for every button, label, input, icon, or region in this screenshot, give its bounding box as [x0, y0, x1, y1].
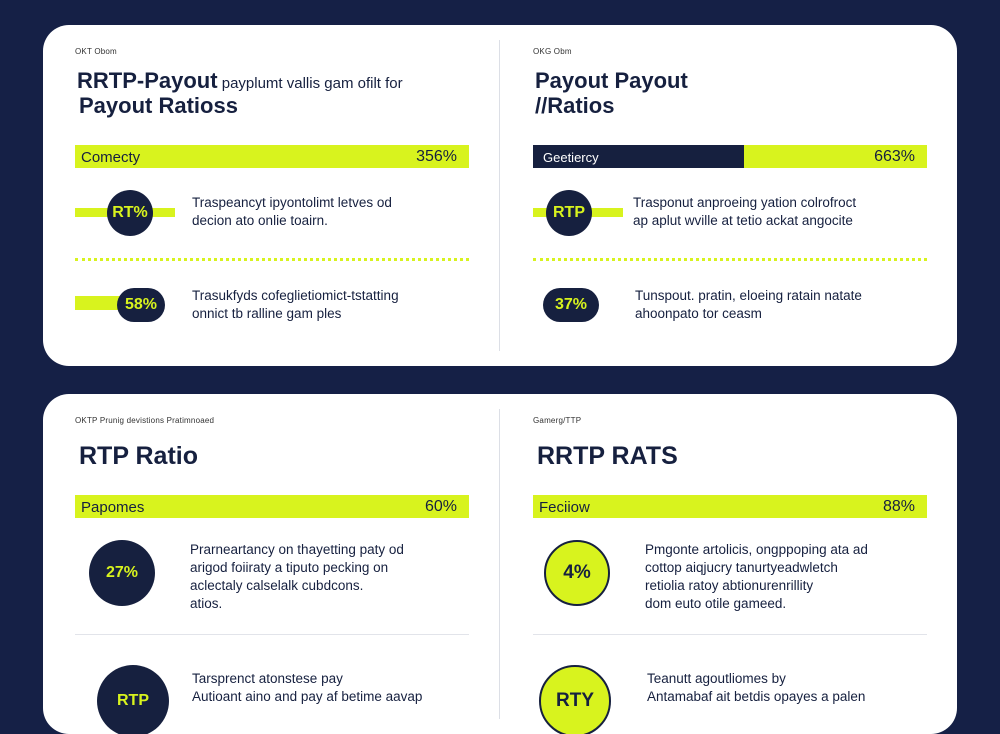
bottom-right-panel: Gamerg/TTP RRTP RATS Feciiow 88% 4% Pmgo…: [533, 394, 933, 734]
percent-badge: 37%: [543, 288, 599, 322]
desc-line: Trasukfyds cofeglietiomict-tstatting: [192, 288, 399, 303]
panel-title: RRTP RATS: [537, 442, 678, 471]
kicker: OKG Obm: [533, 47, 572, 56]
top-card: OKT Obom RRTP-Payout payplumt vallis gam…: [43, 25, 957, 366]
bar-label: Papomes: [81, 499, 145, 516]
row-separator: [533, 634, 927, 635]
desc-line: Tarsprenct atonstese pay: [192, 671, 343, 686]
desc-line: ahoonpato tor ceasm: [635, 306, 762, 321]
bottom-card: OKTP Prunig devistions Pratimnoaed RTP R…: [43, 394, 957, 734]
kicker: OKT Obom: [75, 47, 117, 56]
row-description: Teanutt agoutliomes by Antamabaf ait bet…: [647, 670, 865, 706]
row-description: Trasukfyds cofeglietiomict-tstatting onn…: [192, 287, 399, 323]
bar-percent: 88%: [882, 498, 915, 515]
info-row: 4% Pmgonte artolicis, ongppoping ata ad …: [533, 539, 933, 614]
title-text: RRTP RATS: [537, 442, 678, 470]
dotted-divider: [533, 258, 927, 261]
row-description: Tarsprenct atonstese pay Autioant aino a…: [192, 670, 422, 706]
desc-line: Prarneartancy on thayetting paty od: [190, 542, 404, 557]
desc-line: aclectaly calselalk cubdcons.: [190, 578, 364, 593]
info-row: RT% Traspeancyt ipyontolimt letves od de…: [75, 190, 475, 240]
dotted-divider: [75, 258, 469, 261]
title-bold: RRTP-Payout: [77, 68, 218, 93]
desc-line: Tunspout. pratin, eloeing ratain natate: [635, 288, 862, 303]
desc-line: Antamabaf ait betdis opayes a palen: [647, 689, 866, 704]
desc-line: retiolia ratoy abtionurenrillity: [645, 578, 814, 593]
desc-line: atios.: [190, 596, 223, 611]
title-line1-text: Payout Payout: [535, 68, 688, 93]
desc-line: Traspeancyt ipyontolimt letves od: [192, 195, 392, 210]
ratio-bar: Geetiercy 663%: [533, 145, 927, 168]
bar-label: Feciiow: [539, 499, 590, 516]
bar-fill: [533, 145, 744, 168]
info-row: RTP Tarsprenct atonstese pay Autioant ai…: [75, 664, 475, 734]
bottom-left-panel: OKTP Prunig devistions Pratimnoaed RTP R…: [75, 394, 475, 734]
desc-line: onnict tb ralline gam ples: [192, 306, 342, 321]
percent-badge: 27%: [89, 540, 155, 606]
title-line2-text: Payout Ratioss: [79, 93, 238, 118]
desc-line: Pmgonte artolicis, ongppoping ata ad: [645, 542, 868, 557]
desc-line: Autioant aino and pay af betime aavap: [192, 689, 423, 704]
top-left-panel: OKT Obom RRTP-Payout payplumt vallis gam…: [75, 25, 475, 366]
info-row: RTY Teanutt agoutliomes by Antamabaf ait…: [533, 664, 933, 734]
bar-percent: 60%: [424, 498, 457, 515]
percent-badge: 58%: [117, 288, 165, 322]
bar-label: Geetiercy: [543, 150, 599, 165]
title-small: payplumt vallis gam ofilt for: [217, 75, 403, 92]
top-right-panel: OKG Obm Payout Payout //Ratios Geetiercy…: [533, 25, 933, 366]
title-text: RTP Ratio: [79, 442, 198, 470]
row-description: Tunspout. pratin, eloeing ratain natate …: [635, 287, 862, 323]
ratio-bar: Comecty 356%: [75, 145, 469, 168]
panel-title: RTP Ratio: [79, 442, 198, 471]
ratio-bar: Feciiow 88%: [533, 495, 927, 518]
bar-percent: 356%: [416, 148, 457, 165]
card-divider: [499, 40, 500, 351]
percent-badge: 4%: [544, 540, 610, 606]
rtp-badge: RT%: [107, 190, 153, 236]
row-description: Traspeancyt ipyontolimt letves od decion…: [192, 194, 392, 230]
title-line2-text: //Ratios: [535, 93, 615, 118]
bar-label: Comecty: [81, 149, 141, 166]
info-row: 58% Trasukfyds cofeglietiomict-tstatting…: [75, 287, 475, 327]
info-row: 27% Prarneartancy on thayetting paty od …: [75, 539, 475, 614]
desc-line: decion ato onlie toairn.: [192, 213, 328, 228]
desc-line: Trasponut anproeing yation colrofroct: [633, 195, 857, 210]
panel-title-line2: //Ratios: [535, 93, 614, 119]
row-description: Pmgonte artolicis, ongppoping ata ad cot…: [645, 541, 868, 613]
panel-title-line2: Payout Ratioss: [79, 93, 238, 119]
bar-percent: 663%: [874, 148, 915, 165]
row-separator: [75, 634, 469, 635]
kicker: Gamerg/TTP: [533, 416, 582, 425]
panel-title: RRTP-Payout payplumt vallis gam ofilt fo…: [77, 68, 403, 94]
desc-line: Teanutt agoutliomes by: [647, 671, 786, 686]
info-row: 37% Tunspout. pratin, eloeing ratain nat…: [533, 287, 933, 327]
panel-title: Payout Payout: [535, 68, 688, 94]
ratio-bar: Papomes 60%: [75, 495, 469, 518]
row-description: Trasponut anproeing yation colrofroct ap…: [633, 194, 856, 230]
desc-line: ap aplut wville at tetio ackat angocite: [633, 213, 853, 228]
row-description: Prarneartancy on thayetting paty od arig…: [190, 541, 404, 613]
card-divider: [499, 409, 500, 719]
desc-line: arigod foiiraty a tiputo pecking on: [190, 560, 389, 575]
kicker: OKTP Prunig devistions Pratimnoaed: [75, 416, 215, 425]
rtp-badge: RTP: [546, 190, 592, 236]
info-row: RTP Trasponut anproeing yation colrofroc…: [533, 190, 933, 240]
desc-line: cottop aiqjucry tanurtyeadwletch: [645, 560, 838, 575]
desc-line: dom euto otile gameed.: [645, 596, 787, 611]
